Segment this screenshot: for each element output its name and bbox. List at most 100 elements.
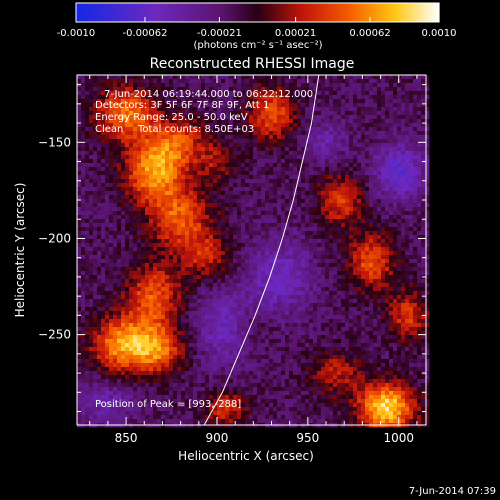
heatmap-cell — [297, 123, 302, 128]
heatmap-cell — [241, 115, 246, 120]
heatmap-cell — [365, 179, 370, 184]
heatmap-cell — [401, 163, 406, 168]
heatmap-cell — [393, 271, 398, 276]
heatmap-cell — [369, 291, 374, 296]
heatmap-cell — [273, 111, 278, 116]
heatmap-cell — [141, 75, 146, 80]
heatmap-cell — [245, 291, 250, 296]
heatmap-cell — [233, 251, 238, 256]
heatmap-cell — [105, 79, 110, 84]
heatmap-cell — [145, 291, 150, 296]
heatmap-cell — [289, 175, 294, 180]
heatmap-cell — [233, 183, 238, 188]
heatmap-cell — [285, 91, 290, 96]
heatmap-cell — [161, 219, 166, 224]
heatmap-cell — [109, 219, 114, 224]
colorbar-cell — [311, 3, 316, 22]
heatmap-cell — [221, 259, 226, 264]
heatmap-cell — [361, 247, 366, 252]
heatmap-cell — [253, 151, 258, 156]
heatmap-cell — [165, 147, 170, 152]
heatmap-cell — [381, 107, 386, 112]
heatmap-cell — [81, 255, 86, 260]
heatmap-cell — [101, 111, 106, 116]
heatmap-cell — [81, 283, 86, 288]
heatmap-cell — [221, 243, 226, 248]
heatmap-cell — [77, 123, 82, 128]
colorbar-cell — [218, 3, 222, 22]
heatmap-cell — [289, 103, 294, 108]
heatmap-cell — [197, 91, 202, 96]
heatmap-cell — [401, 279, 406, 284]
heatmap-cell — [281, 195, 286, 200]
heatmap-cell — [285, 255, 290, 260]
heatmap-cell — [257, 211, 262, 216]
heatmap-cell — [241, 79, 246, 84]
heatmap-cell — [373, 103, 378, 108]
heatmap-cell — [385, 115, 390, 120]
heatmap-cell — [165, 123, 170, 128]
heatmap-cell — [93, 99, 98, 104]
heatmap-cell — [157, 115, 162, 120]
heatmap-cell — [417, 251, 422, 256]
heatmap-cell — [169, 203, 174, 208]
heatmap-cell — [309, 291, 314, 296]
heatmap-cell — [93, 191, 98, 196]
heatmap-cell — [393, 223, 398, 228]
heatmap-cell — [89, 255, 94, 260]
heatmap-cell — [329, 207, 334, 212]
heatmap-cell — [209, 175, 214, 180]
heatmap-cell — [337, 203, 342, 208]
heatmap-cell — [177, 283, 182, 288]
heatmap-cell — [225, 191, 230, 196]
heatmap-cell — [425, 243, 430, 248]
heatmap-cell — [249, 287, 254, 292]
heatmap-cell — [165, 191, 170, 196]
heatmap-cell — [413, 187, 418, 192]
heatmap-cell — [305, 95, 310, 100]
heatmap-cell — [421, 187, 426, 192]
heatmap-cell — [117, 243, 122, 248]
heatmap-cell — [289, 163, 294, 168]
colorbar-tick-label: 0.00021 — [275, 28, 316, 39]
heatmap-cell — [281, 175, 286, 180]
heatmap-cell — [325, 111, 330, 116]
heatmap-cell — [369, 191, 374, 196]
heatmap-cell — [409, 163, 414, 168]
heatmap-cell — [109, 227, 114, 232]
heatmap-cell — [297, 243, 302, 248]
heatmap-cell — [181, 267, 186, 272]
heatmap-cell — [385, 211, 390, 216]
heatmap-cell — [333, 155, 338, 160]
heatmap-cell — [349, 247, 354, 252]
heatmap-cell — [221, 135, 226, 140]
heatmap-cell — [133, 167, 138, 172]
heatmap-cell — [277, 119, 282, 124]
heatmap-cell — [153, 163, 158, 168]
heatmap-cell — [301, 87, 306, 92]
heatmap-cell — [213, 95, 218, 100]
heatmap-cell — [189, 191, 194, 196]
heatmap-cell — [169, 139, 174, 144]
heatmap-cell — [333, 95, 338, 100]
heatmap-cell — [173, 91, 178, 96]
heatmap-cell — [89, 235, 94, 240]
heatmap-cell — [421, 191, 426, 196]
heatmap-cell — [309, 183, 314, 188]
heatmap-cell — [313, 79, 318, 84]
heatmap-cell — [381, 99, 386, 104]
colorbar-cell — [345, 3, 349, 22]
heatmap-cell — [165, 235, 170, 240]
heatmap-cell — [261, 199, 266, 204]
heatmap-cell — [281, 171, 286, 176]
heatmap-cell — [133, 123, 138, 128]
heatmap-cell — [113, 295, 118, 300]
heatmap-cell — [389, 267, 394, 272]
heatmap-cell — [341, 183, 346, 188]
heatmap-cell — [177, 123, 182, 128]
heatmap-cell — [417, 111, 422, 116]
heatmap-cell — [377, 267, 382, 272]
heatmap-cell — [173, 239, 178, 244]
heatmap-cell — [145, 83, 150, 88]
heatmap-cell — [249, 103, 254, 108]
